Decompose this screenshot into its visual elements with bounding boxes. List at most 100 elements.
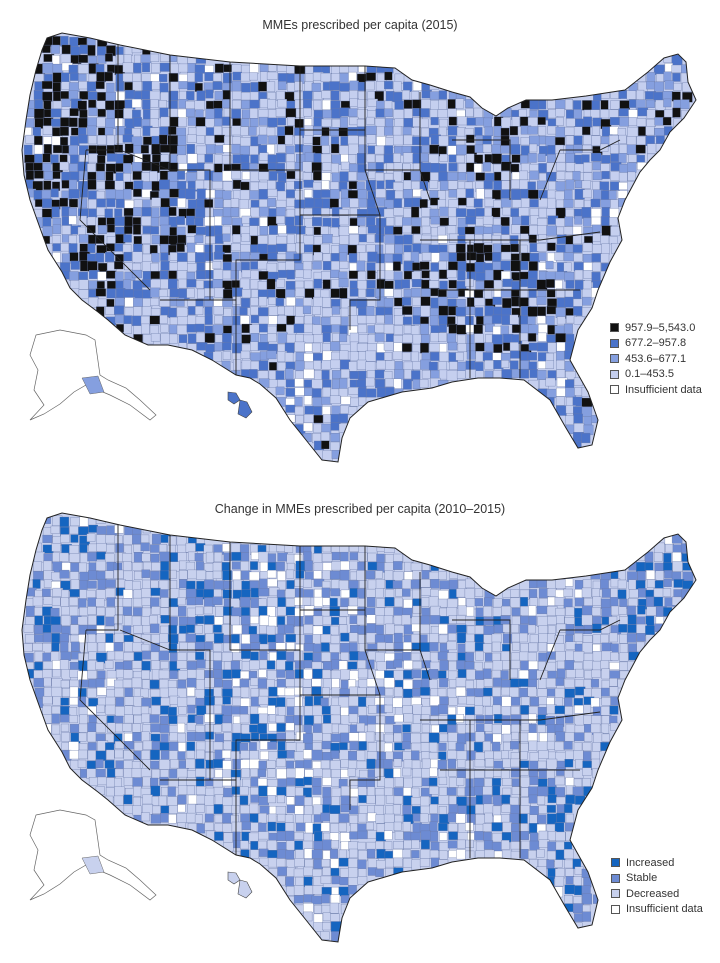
county-cell <box>357 209 368 218</box>
county-cell <box>393 109 405 120</box>
county-cell <box>385 360 395 370</box>
county-cell <box>455 352 464 361</box>
county-cell <box>527 652 537 662</box>
county-cell <box>565 379 575 389</box>
county-cell <box>322 253 331 262</box>
county-cell <box>393 857 403 868</box>
county-cell <box>437 296 448 307</box>
county-cell <box>646 99 655 108</box>
county-cell <box>491 741 501 752</box>
county-cell <box>636 633 646 642</box>
county-cell <box>51 543 61 552</box>
county-cell <box>62 688 71 697</box>
county-cell <box>214 733 225 743</box>
county-cell <box>339 73 350 83</box>
county-cell <box>601 616 611 625</box>
county-cell <box>347 190 359 199</box>
county-cell <box>529 170 539 180</box>
county-cell <box>466 297 475 308</box>
county-cell <box>250 732 260 742</box>
county-cell <box>483 117 492 128</box>
county-cell <box>61 589 70 599</box>
county-cell <box>447 750 458 761</box>
county-cell <box>96 117 106 128</box>
county-cell <box>547 342 557 354</box>
county-cell <box>358 198 367 208</box>
county-cell <box>402 679 413 690</box>
county-cell <box>267 216 278 227</box>
county-cell <box>330 341 340 351</box>
county-cell <box>132 262 142 271</box>
county-cell <box>105 704 116 715</box>
county-cell <box>42 588 51 597</box>
county-cell <box>581 432 591 444</box>
county-cell <box>555 841 565 851</box>
county-cell <box>321 859 331 868</box>
county-cell <box>42 217 52 228</box>
county-cell <box>320 875 332 884</box>
county-cell <box>619 116 630 127</box>
county-cell <box>663 578 672 587</box>
county-cell <box>312 705 323 717</box>
county-cell <box>474 333 484 345</box>
county-cell <box>60 534 70 544</box>
county-cell <box>59 569 70 579</box>
county-cell <box>554 859 563 868</box>
county-cell <box>276 589 285 599</box>
county-cell <box>311 678 322 687</box>
county-cell <box>627 126 639 138</box>
county-cell <box>295 795 306 806</box>
county-cell <box>294 135 303 145</box>
county-cell <box>510 841 521 850</box>
county-cell <box>286 562 295 571</box>
county-cell <box>384 270 395 280</box>
county-cell <box>349 588 359 599</box>
county-cell <box>527 153 537 163</box>
county-cell <box>70 260 80 270</box>
county-cell <box>520 137 530 146</box>
county-cell <box>590 678 599 688</box>
county-cell <box>59 161 69 171</box>
county-cell <box>78 54 89 63</box>
county-cell <box>618 153 627 164</box>
county-cell <box>285 108 297 118</box>
county-cell <box>491 778 502 787</box>
county-cell <box>24 144 33 156</box>
county-cell <box>195 117 206 128</box>
county-cell <box>600 235 610 245</box>
county-cell <box>204 306 213 316</box>
county-cell <box>205 118 215 129</box>
county-cell <box>250 352 261 362</box>
county-cell <box>565 641 577 650</box>
county-cell <box>527 306 539 317</box>
county-cell <box>411 797 422 806</box>
county-cell <box>141 660 151 672</box>
county-cell <box>213 298 223 307</box>
county-cell <box>663 562 673 571</box>
county-cell <box>446 641 457 651</box>
county-cell <box>295 560 306 572</box>
county-cell <box>294 669 305 679</box>
county-cell <box>160 561 170 572</box>
county-cell <box>349 831 359 840</box>
county-cell <box>177 597 186 606</box>
county-cell <box>286 698 296 708</box>
county-cell <box>294 858 305 867</box>
county-cell <box>537 218 548 227</box>
county-cell <box>618 108 630 117</box>
county-cell <box>520 360 530 370</box>
county-cell <box>340 396 352 405</box>
county-cell <box>662 91 674 101</box>
county-cell <box>482 794 492 805</box>
county-cell <box>511 116 520 127</box>
county-cell <box>331 63 340 74</box>
county-cell <box>527 333 537 342</box>
county-cell <box>293 91 305 101</box>
county-cell <box>303 866 314 876</box>
county-cell <box>122 553 133 563</box>
county-cell <box>61 72 70 83</box>
county-cell <box>573 732 585 742</box>
county-cell <box>529 99 539 110</box>
county-cell <box>240 697 251 707</box>
hawaii-island <box>237 399 253 419</box>
